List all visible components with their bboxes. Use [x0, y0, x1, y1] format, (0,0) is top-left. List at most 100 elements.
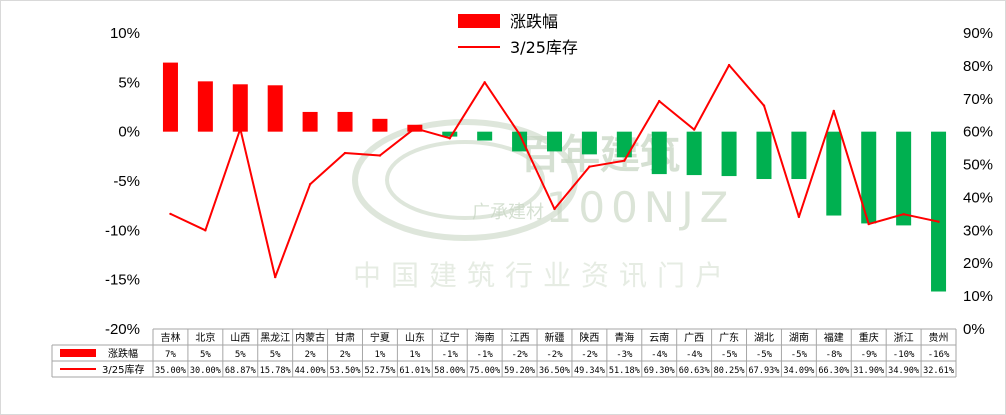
- bar-value-label: 5%: [235, 350, 246, 360]
- y-left-tick-label: -15%: [105, 272, 140, 289]
- category-label: 宁夏: [370, 331, 390, 344]
- bar-value-label: -4%: [686, 350, 703, 360]
- bar-value-label: -1%: [477, 350, 494, 360]
- line-point: [448, 137, 451, 140]
- line-value-label: 34.90%: [888, 366, 919, 376]
- category-label: 山西: [230, 332, 250, 344]
- line-point: [797, 215, 801, 219]
- y-left-tick-label: 10%: [110, 25, 140, 42]
- bar-福建: [826, 131, 842, 216]
- category-label: 甘肃: [335, 331, 355, 344]
- bar-value-label: -8%: [826, 350, 843, 360]
- bar-陕西: [581, 131, 597, 155]
- category-label: 青海: [614, 331, 634, 344]
- bar-value-label: -3%: [616, 350, 633, 360]
- line-point: [413, 127, 417, 130]
- bar-湖南: [791, 131, 807, 180]
- bar-value-label: -4%: [651, 350, 668, 360]
- bar-value-label: -2%: [581, 350, 598, 360]
- bar-吉林: [162, 62, 178, 132]
- category-label: 重庆: [859, 331, 879, 344]
- line-value-label: 67.93%: [749, 366, 780, 376]
- line-value-label: 51.18%: [609, 366, 640, 376]
- bar-新疆: [546, 131, 563, 152]
- bar-value-label: 7%: [165, 350, 176, 360]
- bar-内蒙古: [302, 111, 318, 132]
- legend-label-bar: 涨跌幅: [510, 12, 558, 31]
- line-value-label: 53.50%: [330, 366, 361, 376]
- category-label: 陕西: [579, 331, 599, 344]
- line-value-label: 59.20%: [504, 366, 535, 376]
- bar-value-label: 2%: [340, 350, 351, 360]
- line-value-label: 80.25%: [714, 366, 745, 376]
- category-label: 辽宁: [440, 331, 460, 344]
- category-label: 贵州: [929, 331, 949, 344]
- y-left-tick-label: 5%: [118, 74, 140, 91]
- y-left-tick-label: -5%: [113, 173, 140, 190]
- line-value-label: 31.90%: [853, 366, 884, 376]
- bar-北京: [197, 81, 213, 132]
- line-point: [937, 220, 940, 223]
- legend-label-line: 3/25库存: [510, 38, 578, 57]
- line-point: [483, 81, 486, 84]
- line-point: [308, 183, 312, 186]
- watermark-tagline: 中国建筑行业资讯门户: [353, 259, 733, 292]
- y-left-tick-label: -10%: [105, 222, 140, 239]
- line-point: [518, 133, 521, 136]
- watermark-ring: [352, 119, 578, 241]
- line-value-label: 15.78%: [260, 366, 291, 376]
- bar-广东: [721, 131, 737, 177]
- line-value-label: 52.75%: [364, 366, 395, 376]
- table-key-bar: [60, 349, 96, 357]
- watermark-sub: 广承建材: [472, 202, 544, 223]
- category-label: 内蒙古: [295, 331, 325, 344]
- y-right-tick-label: 30%: [963, 222, 993, 239]
- bar-辽宁: [442, 131, 458, 137]
- category-label: 浙江: [894, 332, 914, 344]
- line-point: [378, 154, 382, 157]
- category-label: 北京: [195, 331, 215, 344]
- line-point: [204, 229, 207, 232]
- line-point: [832, 109, 836, 113]
- y-right-tick-label: 60%: [963, 124, 993, 141]
- category-label: 福建: [824, 331, 844, 344]
- line-point: [692, 128, 696, 131]
- line-point: [343, 151, 347, 155]
- bar-重庆: [861, 131, 877, 224]
- bar-贵州: [931, 131, 947, 292]
- bar-value-label: -1%: [442, 350, 459, 360]
- bar-广西: [686, 131, 702, 176]
- watermark-latin: 100NJZ: [546, 183, 735, 232]
- bar-海南: [477, 131, 493, 141]
- line-value-label: 34.09%: [783, 366, 814, 376]
- category-label: 湖南: [789, 331, 809, 344]
- y-right-tick-label: 0%: [963, 321, 985, 338]
- bar-山西: [232, 84, 248, 132]
- y-right-tick-label: 50%: [963, 157, 993, 174]
- line-value-label: 32.61%: [923, 366, 954, 376]
- y-left-tick-label: -20%: [105, 321, 140, 338]
- bar-value-label: 1%: [375, 350, 386, 360]
- line-value-label: 68.87%: [225, 366, 256, 376]
- line-value-label: 44.00%: [295, 366, 326, 376]
- category-label: 湖北: [754, 332, 774, 344]
- line-value-label: 58.00%: [434, 366, 465, 376]
- bar-value-label: -10%: [893, 350, 915, 360]
- bar-云南: [651, 131, 667, 175]
- category-label: 江西: [510, 332, 530, 344]
- bar-黑龙江: [267, 85, 283, 132]
- bar-湖北: [756, 131, 772, 180]
- y-right-tick-label: 40%: [963, 189, 993, 206]
- line-value-label: 35.00%: [155, 366, 186, 376]
- category-label: 海南: [475, 331, 495, 344]
- y-right-tick-label: 90%: [963, 25, 993, 42]
- axes: 10% 5% 0% -5% -10% -15% -20% 90% 80% 70% 60% 50% 40%…: [105, 25, 993, 338]
- bar-value-label: -16%: [928, 350, 950, 360]
- bar-value-label: -2%: [511, 350, 528, 360]
- category-label: 吉林: [160, 331, 180, 344]
- bar-value-label: -5%: [791, 350, 808, 360]
- line-point: [169, 212, 172, 216]
- category-label: 山东: [405, 331, 425, 344]
- y-left-tick-label: 0%: [118, 124, 140, 141]
